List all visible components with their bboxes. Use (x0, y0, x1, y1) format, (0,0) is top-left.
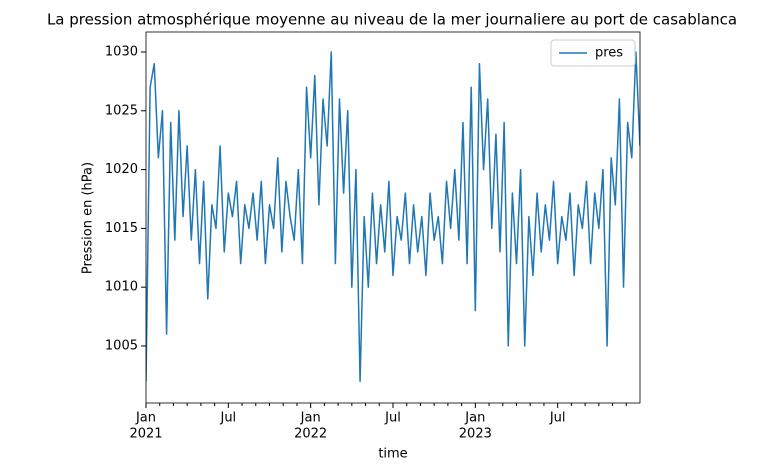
y-tick-label: 1005 (105, 338, 138, 353)
x-year-label: 2021 (129, 427, 162, 442)
plot-frame (145, 31, 641, 404)
y-axis-label: Pression en (hPa) (81, 162, 96, 274)
x-tick-label: Jan (300, 411, 321, 426)
y-tick-label: 1025 (105, 103, 138, 118)
legend-label: pres (595, 46, 623, 61)
x-tick-label: Jul (549, 411, 566, 426)
y-tick-label: 1015 (105, 221, 138, 236)
x-tick-label: Jul (384, 411, 401, 426)
x-tick-label: Jul (219, 411, 236, 426)
x-tick-label: Jan (464, 411, 485, 426)
y-tick-label: 1030 (105, 44, 138, 59)
x-year-label: 2022 (294, 427, 327, 442)
x-year-label: 2023 (459, 427, 492, 442)
legend-box (550, 39, 636, 67)
x-tick-label: Jan (135, 411, 156, 426)
y-tick-label: 1010 (105, 280, 138, 295)
line-series (146, 51, 640, 382)
x-axis-label: time (378, 447, 407, 462)
y-tick-label: 1020 (105, 162, 138, 177)
chart-title: La pression atmosphérique moyenne au niv… (47, 11, 737, 29)
